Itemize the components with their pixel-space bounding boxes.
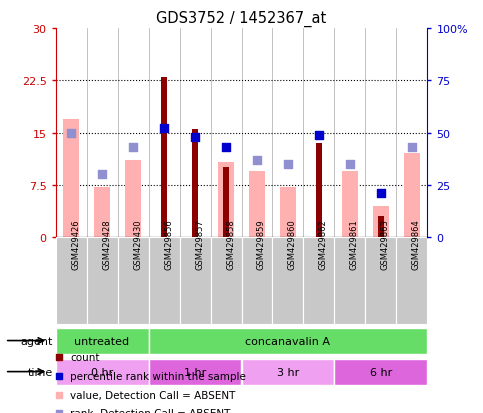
Text: 6 hr: 6 hr bbox=[370, 367, 392, 377]
Point bbox=[284, 161, 292, 168]
Bar bbox=[272, 237, 303, 324]
Point bbox=[271, 218, 279, 224]
Bar bbox=[149, 237, 180, 324]
Bar bbox=[192, 130, 199, 237]
Point bbox=[222, 145, 230, 151]
Bar bbox=[373, 206, 389, 237]
Bar bbox=[404, 154, 420, 237]
Bar bbox=[180, 237, 211, 324]
Text: untreated: untreated bbox=[74, 336, 129, 346]
Bar bbox=[211, 237, 242, 324]
Text: concanavalin A: concanavalin A bbox=[245, 336, 330, 346]
Text: GSM429856: GSM429856 bbox=[164, 219, 173, 270]
Bar bbox=[397, 237, 427, 324]
Bar bbox=[378, 216, 384, 237]
Text: GDS3752 / 1452367_at: GDS3752 / 1452367_at bbox=[156, 10, 327, 26]
Bar bbox=[249, 171, 265, 237]
Bar bbox=[334, 358, 427, 385]
Text: rank, Detection Call = ABSENT: rank, Detection Call = ABSENT bbox=[71, 408, 231, 413]
Text: GSM429428: GSM429428 bbox=[102, 219, 111, 270]
Text: GSM429863: GSM429863 bbox=[381, 219, 390, 270]
Point bbox=[271, 382, 279, 388]
Text: agent: agent bbox=[21, 336, 53, 346]
Bar bbox=[149, 328, 427, 354]
Bar bbox=[218, 162, 234, 237]
Bar bbox=[242, 358, 334, 385]
Bar bbox=[56, 358, 149, 385]
Text: time: time bbox=[28, 367, 53, 377]
Bar bbox=[334, 237, 366, 324]
Text: value, Detection Call = ABSENT: value, Detection Call = ABSENT bbox=[71, 390, 236, 400]
Text: GSM429430: GSM429430 bbox=[133, 219, 142, 270]
Text: GSM429859: GSM429859 bbox=[257, 219, 266, 270]
Text: GSM429862: GSM429862 bbox=[319, 219, 328, 270]
Point bbox=[253, 157, 261, 164]
Text: 3 hr: 3 hr bbox=[277, 367, 299, 377]
Point bbox=[377, 190, 385, 197]
Point bbox=[98, 172, 106, 178]
Text: percentile rank within the sample: percentile rank within the sample bbox=[71, 371, 246, 381]
Bar bbox=[117, 237, 149, 324]
Bar bbox=[366, 237, 397, 324]
Bar bbox=[125, 161, 141, 237]
Bar bbox=[342, 171, 358, 237]
Bar bbox=[223, 168, 229, 237]
Text: GSM429860: GSM429860 bbox=[288, 219, 297, 270]
Bar bbox=[303, 237, 334, 324]
Point bbox=[315, 132, 323, 139]
Bar bbox=[94, 188, 110, 237]
Text: GSM429426: GSM429426 bbox=[71, 219, 80, 270]
Text: count: count bbox=[71, 352, 100, 362]
Bar bbox=[149, 358, 242, 385]
Text: 1 hr: 1 hr bbox=[184, 367, 206, 377]
Point bbox=[129, 145, 137, 151]
Bar bbox=[280, 188, 296, 237]
Text: 0 hr: 0 hr bbox=[91, 367, 113, 377]
Text: GSM429864: GSM429864 bbox=[412, 219, 421, 270]
Bar bbox=[56, 237, 86, 324]
Bar bbox=[63, 119, 79, 237]
Bar bbox=[315, 144, 322, 237]
Bar bbox=[86, 237, 117, 324]
Point bbox=[160, 126, 168, 132]
Point bbox=[191, 134, 199, 141]
Text: GSM429861: GSM429861 bbox=[350, 219, 359, 270]
Text: GSM429858: GSM429858 bbox=[226, 219, 235, 270]
Text: GSM429857: GSM429857 bbox=[195, 219, 204, 270]
Bar bbox=[161, 78, 168, 237]
Bar bbox=[56, 328, 149, 354]
Point bbox=[346, 161, 354, 168]
Point bbox=[408, 145, 416, 151]
Point bbox=[67, 130, 75, 136]
Bar bbox=[242, 237, 272, 324]
Point bbox=[271, 49, 279, 55]
